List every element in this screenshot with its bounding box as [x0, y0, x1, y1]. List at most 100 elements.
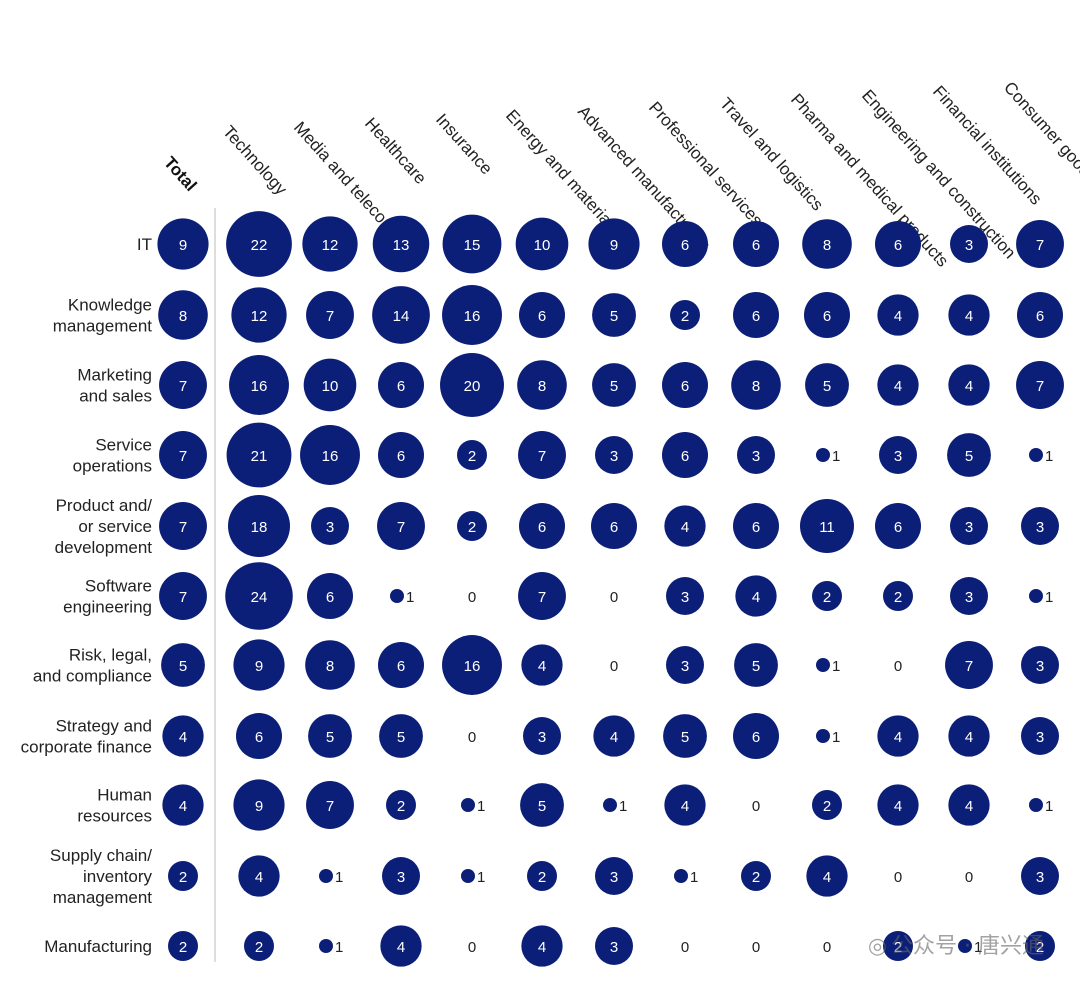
cell-software-engineering-consumer-goods-and-retail-value: 1: [1045, 589, 1053, 606]
cell-strategy-and-corporate-finance-pharma-and-medical-products-value: 1: [832, 729, 840, 746]
cell-risk-legal-and-compliance-healthcare-value: 6: [397, 658, 405, 675]
cell-risk-legal-and-compliance-financial-institutions-value: 7: [965, 658, 973, 675]
cell-knowledge-management-advanced-manufacturing-value: 5: [610, 308, 618, 325]
cell-software-engineering-healthcare-bubble: [390, 589, 404, 603]
cell-product-and-or-service-development-total-bubble: [159, 502, 207, 550]
cell-knowledge-management-energy-and-materials-bubble: [519, 292, 565, 338]
column-label-technology: Technology: [219, 122, 291, 199]
row-label-product-and-or-service-development-line-1: Product and/: [56, 496, 153, 515]
cell-strategy-and-corporate-finance-professional-services-value: 5: [681, 729, 689, 746]
cell-service-operations-media-and-telecom-bubble: [300, 425, 360, 485]
cell-human-resources-technology-value: 9: [255, 798, 263, 815]
cell-marketing-and-sales-consumer-goods-and-retail-value: 7: [1036, 378, 1044, 395]
cell-manufacturing-technology-bubble: [244, 931, 274, 961]
cell-human-resources-energy-and-materials-bubble: [520, 783, 564, 827]
cell-software-engineering-financial-institutions-bubble: [950, 577, 988, 615]
cell-risk-legal-and-compliance-travel-and-logistics-bubble: [734, 643, 778, 687]
cell-product-and-or-service-development-energy-and-materials-bubble: [519, 503, 565, 549]
watermark: ◎ 公众号 · 唐兴通: [868, 928, 1044, 960]
cell-strategy-and-corporate-finance-financial-institutions-value: 4: [965, 729, 973, 746]
cell-service-operations-professional-services-bubble: [662, 432, 708, 478]
cell-service-operations-healthcare-value: 6: [397, 448, 405, 465]
cell-supply-chain-inventory-management-technology-value: 4: [255, 869, 263, 886]
cell-software-engineering-healthcare-value: 1: [406, 589, 414, 606]
row-label-knowledge-management-line-1: Knowledge: [68, 296, 152, 315]
cell-product-and-or-service-development-healthcare-value: 7: [397, 519, 405, 536]
cell-product-and-or-service-development-insurance-value: 2: [468, 519, 476, 536]
cell-human-resources-total-value: 4: [179, 798, 187, 815]
cell-human-resources-consumer-goods-and-retail-value: 1: [1045, 798, 1053, 815]
cell-service-operations-technology-bubble: [226, 422, 292, 488]
cell-service-operations-engineering-and-construction-value: 3: [894, 448, 902, 465]
cell-service-operations-total-bubble: [159, 431, 207, 479]
cell-marketing-and-sales-professional-services-value: 6: [681, 378, 689, 395]
cell-marketing-and-sales-pharma-and-medical-products-value: 5: [823, 378, 831, 395]
cell-service-operations-financial-institutions-bubble: [947, 433, 991, 477]
cell-supply-chain-inventory-management-total-bubble: [168, 861, 198, 891]
cell-it-insurance-bubble: [442, 214, 502, 274]
cell-knowledge-management-technology-value: 12: [251, 308, 268, 325]
cell-marketing-and-sales-insurance-bubble: [440, 353, 504, 417]
cell-service-operations-travel-and-logistics-value: 3: [752, 448, 760, 465]
cell-knowledge-management-advanced-manufacturing-bubble: [592, 293, 636, 337]
cell-manufacturing-media-and-telecom-value: 1: [335, 939, 343, 956]
cell-knowledge-management-pharma-and-medical-products-bubble: [804, 292, 850, 338]
cell-strategy-and-corporate-finance-healthcare-bubble: [379, 714, 423, 758]
cell-strategy-and-corporate-finance-advanced-manufacturing-bubble: [593, 715, 635, 757]
cell-marketing-and-sales-travel-and-logistics-bubble: [731, 360, 781, 410]
cell-human-resources-financial-institutions-bubble: [948, 784, 990, 826]
cell-human-resources-insurance-bubble: [461, 798, 475, 812]
cell-software-engineering-technology-bubble: [225, 562, 293, 630]
cell-knowledge-management-travel-and-logistics-value: 6: [752, 308, 760, 325]
cell-it-energy-and-materials-bubble: [515, 217, 569, 271]
cell-human-resources-healthcare-value: 2: [397, 798, 405, 815]
wechat-icon: ◎: [867, 934, 888, 959]
cell-it-consumer-goods-and-retail-value: 7: [1036, 237, 1044, 254]
cell-marketing-and-sales-professional-services-bubble: [662, 362, 708, 408]
cell-software-engineering-pharma-and-medical-products-bubble: [812, 581, 842, 611]
cell-it-media-and-telecom-value: 12: [322, 237, 339, 254]
cell-software-engineering-technology-value: 24: [251, 589, 268, 606]
row-label-service-operations-line-1: Service: [95, 436, 152, 455]
cell-product-and-or-service-development-engineering-and-construction-value: 6: [894, 519, 902, 536]
cell-software-engineering-media-and-telecom-bubble: [307, 573, 353, 619]
cell-product-and-or-service-development-financial-institutions-value: 3: [965, 519, 973, 536]
cell-strategy-and-corporate-finance-engineering-and-construction-value: 4: [894, 729, 902, 746]
cell-manufacturing-pharma-and-medical-products-value: 0: [823, 939, 831, 956]
cell-manufacturing-consumer-goods-and-retail-bubble: [1025, 931, 1055, 961]
cell-product-and-or-service-development-advanced-manufacturing-value: 6: [610, 519, 618, 536]
cell-human-resources-advanced-manufacturing-value: 1: [619, 798, 627, 815]
row-label-risk-legal-and-compliance-line-1: Risk, legal,: [69, 646, 152, 665]
cell-product-and-or-service-development-technology-value: 18: [251, 519, 268, 536]
cell-human-resources-professional-services-bubble: [664, 784, 706, 826]
cell-knowledge-management-financial-institutions-value: 4: [965, 308, 973, 325]
cell-supply-chain-inventory-management-total-value: 2: [179, 869, 187, 886]
cell-knowledge-management-financial-institutions-bubble: [948, 294, 990, 336]
cell-it-healthcare-value: 13: [393, 237, 410, 254]
cell-it-total-value: 9: [179, 237, 187, 254]
cell-marketing-and-sales-total-value: 7: [179, 378, 187, 395]
cell-knowledge-management-total-value: 8: [179, 308, 187, 325]
cell-product-and-or-service-development-financial-institutions-bubble: [950, 507, 988, 545]
cell-software-engineering-energy-and-materials-bubble: [518, 572, 566, 620]
cell-supply-chain-inventory-management-media-and-telecom-value: 1: [335, 869, 343, 886]
cell-marketing-and-sales-engineering-and-construction-bubble: [877, 364, 919, 406]
cell-manufacturing-advanced-manufacturing-bubble: [595, 927, 633, 965]
cell-human-resources-pharma-and-medical-products-bubble: [812, 790, 842, 820]
cell-it-insurance-value: 15: [464, 237, 481, 254]
cell-marketing-and-sales-financial-institutions-value: 4: [965, 378, 973, 395]
cell-marketing-and-sales-healthcare-value: 6: [397, 378, 405, 395]
row-label-risk-legal-and-compliance-line-2: and compliance: [33, 667, 152, 686]
cell-strategy-and-corporate-finance-consumer-goods-and-retail-value: 3: [1036, 729, 1044, 746]
cell-manufacturing-engineering-and-construction-bubble: [883, 931, 913, 961]
cell-supply-chain-inventory-management-media-and-telecom-bubble: [319, 869, 333, 883]
cell-software-engineering-engineering-and-construction-bubble: [883, 581, 913, 611]
cell-strategy-and-corporate-finance-technology-bubble: [236, 713, 282, 759]
cell-it-healthcare-bubble: [372, 215, 430, 273]
cell-knowledge-management-pharma-and-medical-products-value: 6: [823, 308, 831, 325]
row-label-software-engineering-line-2: engineering: [63, 598, 152, 617]
cell-marketing-and-sales-pharma-and-medical-products-bubble: [805, 363, 849, 407]
cell-knowledge-management-professional-services-bubble: [670, 300, 700, 330]
cell-product-and-or-service-development-travel-and-logistics-bubble: [733, 503, 779, 549]
